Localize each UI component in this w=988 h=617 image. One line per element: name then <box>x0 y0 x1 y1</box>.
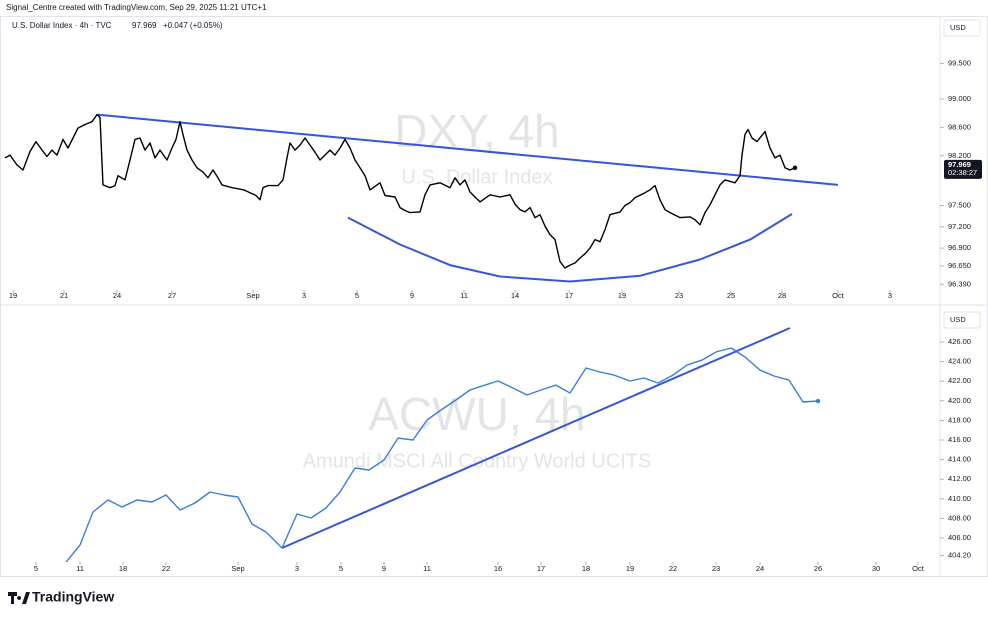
author-line: Signal_Centre created with TradingView.c… <box>6 3 267 12</box>
last-value: 97.969 <box>132 21 157 30</box>
x-tick-label: 30 <box>872 564 880 573</box>
x-tick-label: Sep <box>231 564 244 573</box>
y-tick-label: 422.00 <box>948 376 971 385</box>
currency: USD <box>950 315 966 324</box>
y-tick-label: 96.390 <box>948 279 971 288</box>
y-tick-label: 99.000 <box>948 94 971 103</box>
x-tick-label: 19 <box>626 564 634 573</box>
watermark-subtitle: Amundi MSCI All Country World UCITS <box>303 450 652 472</box>
y-tick-label: 408.00 <box>948 513 971 522</box>
x-tick-label: 14 <box>511 291 519 300</box>
x-tick-label: 22 <box>162 564 170 573</box>
symbol-info: U.S. Dollar Index · 4h · TVC <box>12 21 112 30</box>
countdown: 02:38:27 <box>948 168 977 177</box>
last-point <box>815 398 821 404</box>
y-tick-label: 406.00 <box>948 533 971 542</box>
x-tick-label: Oct <box>912 564 925 573</box>
x-tick-label: 5 <box>339 564 343 573</box>
x-tick-label: 3 <box>302 291 306 300</box>
currency-box <box>943 311 981 329</box>
y-tick-label: 404.20 <box>948 551 971 560</box>
y-tick-label: 418.00 <box>948 415 971 424</box>
x-tick-label: 18 <box>582 564 590 573</box>
x-tick-label: Sep <box>246 291 259 300</box>
y-tick-label: 426.00 <box>948 337 971 346</box>
x-tick-label: 23 <box>712 564 720 573</box>
watermark-subtitle: U.S. Dollar Index <box>401 166 552 188</box>
watermark-title: ACWU, 4h <box>368 388 585 440</box>
x-tick-label: 17 <box>565 291 573 300</box>
x-tick-label: 3 <box>295 564 299 573</box>
charts: DXY, 4h U.S. Dollar Index 99.500 99.000 98.6… <box>4 19 982 573</box>
trend-drawing <box>347 213 793 283</box>
price-label: 97.969 <box>948 160 971 169</box>
x-tick-label: 22 <box>669 564 677 573</box>
y-tick-label: 412.00 <box>948 474 971 483</box>
change-value: +0.047 (+0.05%) <box>163 21 223 30</box>
x-tick-label: 11 <box>76 564 84 573</box>
x-tick-label: 19 <box>618 291 626 300</box>
plot: DXY, 4h U.S. Dollar Index <box>4 105 839 283</box>
y-tick-label: 96.900 <box>948 243 971 252</box>
x-tick-label: 24 <box>113 291 121 300</box>
trend-drawing <box>281 327 791 549</box>
y-tick-label: 97.500 <box>948 200 971 209</box>
y-tick-label: 98.200 <box>948 151 971 160</box>
y-tick-label: 414.00 <box>948 455 971 464</box>
price-line <box>65 347 819 562</box>
x-tick-label: 25 <box>727 291 735 300</box>
y-tick-label: 410.00 <box>948 494 971 503</box>
x-tick-label: 18 <box>119 564 127 573</box>
price-line <box>4 113 796 269</box>
y-tick-label: 420.00 <box>948 396 971 405</box>
y-tick-label: 424.00 <box>948 357 971 366</box>
watermark-title: DXY, 4h <box>394 105 559 157</box>
x-tick-label: Oct <box>832 291 845 300</box>
x-tick-label: 16 <box>494 564 502 573</box>
x-tick-label: 3 <box>888 291 892 300</box>
x-tick-label: 24 <box>756 564 764 573</box>
x-tick-label: 21 <box>60 291 68 300</box>
x-tick-label: 9 <box>382 564 386 573</box>
x-tick-label: 9 <box>410 291 414 300</box>
brand: TradingView <box>32 589 114 605</box>
y-tick-label: 99.500 <box>948 58 971 67</box>
plot: ACWU, 4h Amundi MSCI All Country World UC… <box>65 327 819 562</box>
x-tick-label: 5 <box>355 291 359 300</box>
y-tick-label: 97.200 <box>948 222 971 231</box>
last-point <box>792 165 798 171</box>
tv-logo <box>8 592 30 604</box>
currency: USD <box>950 23 966 32</box>
x-tick-label: 27 <box>168 291 176 300</box>
price-label-box <box>944 159 982 179</box>
x-tick-label: 19 <box>9 291 17 300</box>
y-tick-label: 96.650 <box>948 261 971 270</box>
currency-box <box>943 19 981 37</box>
x-tick-label: 23 <box>675 291 683 300</box>
y-tick-label: 416.00 <box>948 435 971 444</box>
x-tick-label: 17 <box>537 564 545 573</box>
trend-drawing <box>96 113 839 186</box>
x-tick-label: 11 <box>423 564 431 573</box>
y-tick-label: 98.600 <box>948 122 971 131</box>
x-tick-label: 28 <box>778 291 786 300</box>
x-tick-label: 26 <box>814 564 822 573</box>
x-tick-label: 5 <box>34 564 38 573</box>
x-tick-label: 11 <box>460 291 468 300</box>
